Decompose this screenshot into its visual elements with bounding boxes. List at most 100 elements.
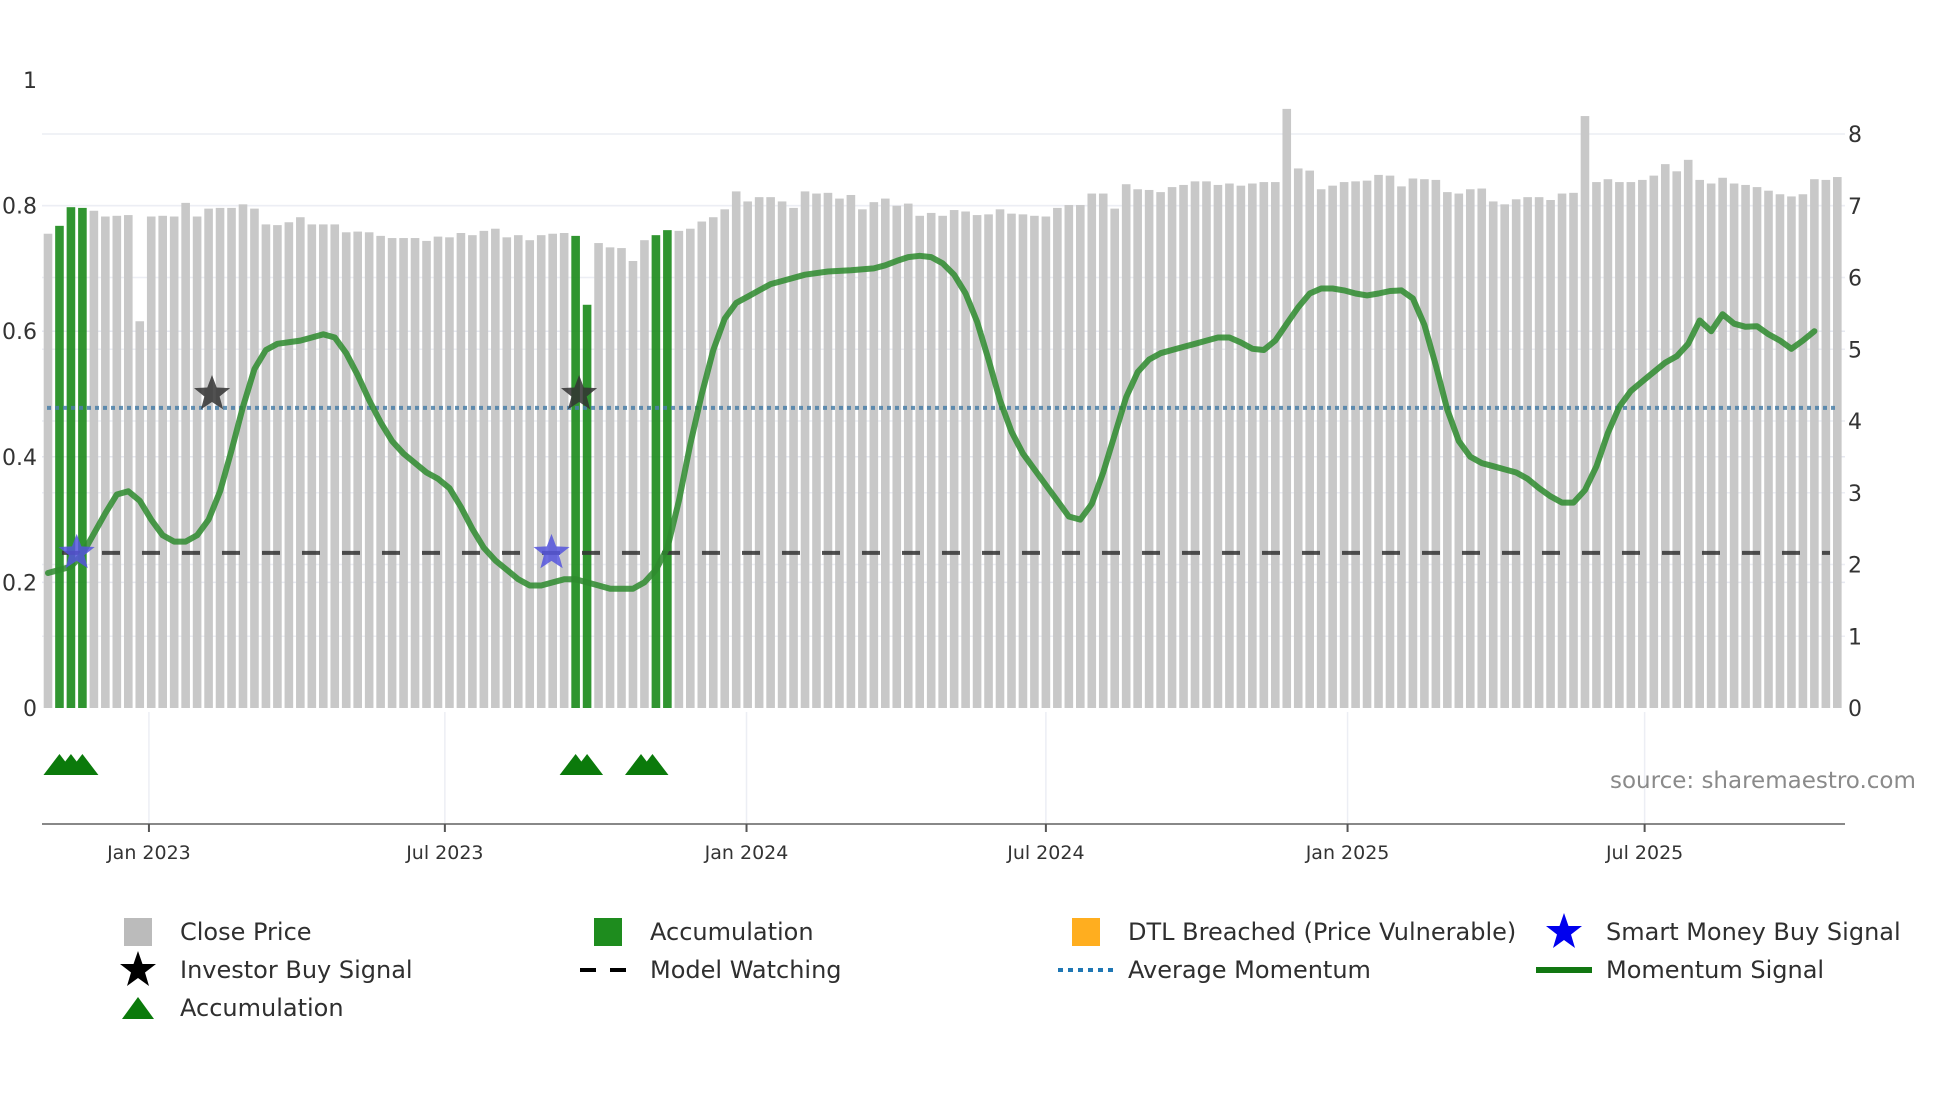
price-bar[interactable] xyxy=(1144,189,1154,709)
price-bar[interactable] xyxy=(1821,179,1831,709)
price-bar[interactable] xyxy=(89,210,99,708)
price-bar[interactable] xyxy=(972,215,982,708)
price-bar[interactable] xyxy=(112,215,122,709)
price-bar[interactable] xyxy=(995,209,1005,708)
price-bar[interactable] xyxy=(1706,183,1716,708)
price-bar[interactable] xyxy=(938,215,947,709)
price-bar[interactable] xyxy=(800,191,810,708)
price-bar[interactable] xyxy=(548,233,557,709)
price-bar[interactable] xyxy=(1030,215,1039,709)
price-bar[interactable] xyxy=(353,231,362,708)
price-bar[interactable] xyxy=(835,198,844,708)
price-bar[interactable] xyxy=(1328,185,1337,708)
price-bar[interactable] xyxy=(433,236,443,709)
price-bar[interactable] xyxy=(502,237,512,708)
price-bar[interactable] xyxy=(1385,175,1395,709)
price-bar[interactable] xyxy=(1683,159,1693,708)
price-bar[interactable] xyxy=(330,224,340,708)
price-bar[interactable] xyxy=(1236,185,1246,708)
price-bar[interactable] xyxy=(731,191,741,708)
price-bar[interactable] xyxy=(1775,194,1785,708)
price-bar[interactable] xyxy=(1787,196,1796,709)
price-bar[interactable] xyxy=(1580,116,1590,708)
price-bar[interactable] xyxy=(1741,184,1750,708)
price-bar[interactable] xyxy=(1121,184,1131,709)
price-bar[interactable] xyxy=(1798,194,1808,708)
price-bar[interactable] xyxy=(1638,179,1647,709)
accumulation-bar[interactable] xyxy=(571,235,580,708)
price-bar[interactable] xyxy=(605,247,615,709)
price-bar[interactable] xyxy=(1076,205,1085,708)
price-bar[interactable] xyxy=(387,238,397,708)
accumulation-bar[interactable] xyxy=(651,235,661,709)
price-bar[interactable] xyxy=(1603,179,1613,708)
price-bar[interactable] xyxy=(1443,192,1452,708)
price-bar[interactable] xyxy=(640,240,649,708)
price-bar[interactable] xyxy=(846,194,856,709)
price-bar[interactable] xyxy=(1546,200,1555,708)
price-bar[interactable] xyxy=(559,233,569,708)
price-bar[interactable] xyxy=(1064,205,1074,708)
price-bar[interactable] xyxy=(318,224,328,708)
price-bar[interactable] xyxy=(238,204,248,708)
price-bar[interactable] xyxy=(1351,181,1360,709)
investor-buy-star-icon[interactable] xyxy=(194,375,231,410)
investor-buy-star-icon[interactable] xyxy=(561,375,598,410)
price-bar[interactable] xyxy=(1087,193,1097,709)
price-bar[interactable] xyxy=(1293,168,1303,708)
price-bar[interactable] xyxy=(445,237,454,708)
price-bar[interactable] xyxy=(594,243,603,708)
price-bar[interactable] xyxy=(1156,192,1165,708)
price-bar[interactable] xyxy=(192,216,202,708)
price-bar[interactable] xyxy=(869,202,879,708)
price-bar[interactable] xyxy=(273,225,282,708)
price-bar[interactable] xyxy=(468,235,477,709)
price-bar[interactable] xyxy=(1465,189,1475,708)
price-bar[interactable] xyxy=(1431,179,1441,709)
price-bar[interactable] xyxy=(158,215,167,709)
price-bar[interactable] xyxy=(686,228,695,708)
legend-item-average-momentum[interactable]: Average Momentum xyxy=(1058,953,1371,987)
price-bar[interactable] xyxy=(1660,164,1670,708)
price-bar[interactable] xyxy=(708,217,718,709)
price-bar[interactable] xyxy=(364,232,374,709)
price-bar[interactable] xyxy=(1420,179,1429,708)
price-bar[interactable] xyxy=(1202,181,1211,709)
price-bar[interactable] xyxy=(1615,182,1624,708)
price-bar[interactable] xyxy=(341,232,351,709)
price-bar[interactable] xyxy=(915,215,925,709)
price-bar[interactable] xyxy=(1626,182,1636,708)
price-bar[interactable] xyxy=(1098,193,1108,709)
price-bar[interactable] xyxy=(1179,184,1188,708)
price-bar[interactable] xyxy=(1569,192,1578,708)
price-bar[interactable] xyxy=(1190,181,1200,709)
price-bar[interactable] xyxy=(1534,197,1544,708)
legend-item-smart-money[interactable]: Smart Money Buy Signal xyxy=(1536,913,1901,949)
price-bar[interactable] xyxy=(169,216,179,708)
price-bar[interactable] xyxy=(536,235,546,709)
price-bar[interactable] xyxy=(1339,182,1349,708)
price-bar[interactable] xyxy=(1833,177,1842,709)
price-bar[interactable] xyxy=(1270,182,1280,708)
price-bar[interactable] xyxy=(892,205,902,708)
price-bar[interactable] xyxy=(903,203,913,708)
accumulation-triangle-icon[interactable] xyxy=(571,754,604,775)
price-bar[interactable] xyxy=(777,201,787,708)
price-bar[interactable] xyxy=(961,211,970,709)
price-bar[interactable] xyxy=(812,193,821,709)
price-bar[interactable] xyxy=(1408,178,1418,709)
price-bar[interactable] xyxy=(697,221,707,708)
accumulation-bar[interactable] xyxy=(78,207,87,708)
price-bar[interactable] xyxy=(720,209,730,708)
price-bar[interactable] xyxy=(491,228,500,708)
price-bar[interactable] xyxy=(1672,171,1682,708)
price-bar[interactable] xyxy=(1259,182,1269,708)
price-bar[interactable] xyxy=(135,321,145,708)
price-bar[interactable] xyxy=(1649,175,1659,709)
legend-item-accumulation-bar[interactable]: Accumulation xyxy=(580,915,814,949)
price-bar[interactable] xyxy=(1729,183,1739,708)
price-bar[interactable] xyxy=(1718,177,1727,708)
price-bar[interactable] xyxy=(204,208,213,708)
price-bar[interactable] xyxy=(1007,213,1016,708)
price-bar[interactable] xyxy=(1511,199,1521,709)
